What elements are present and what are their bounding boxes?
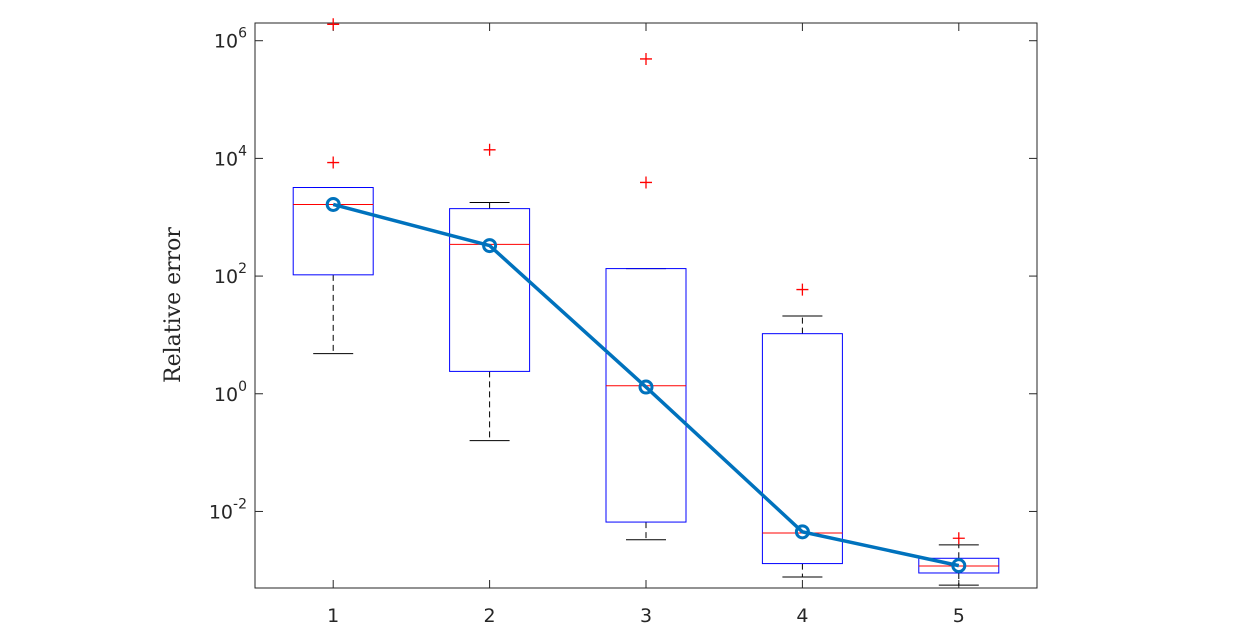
- outlier: [796, 283, 809, 296]
- x-tick-label: 4: [796, 605, 808, 627]
- outlier: [640, 176, 652, 189]
- outlier: [327, 156, 340, 169]
- axes-box: [254, 22, 1038, 589]
- marker: [482, 238, 498, 254]
- marker: [794, 524, 810, 540]
- x-tick-label: 5: [953, 605, 965, 627]
- x-tick-label: 1: [327, 605, 339, 627]
- box: [605, 268, 687, 523]
- outlier: [327, 18, 340, 31]
- marker: [325, 196, 341, 212]
- outlier: [483, 143, 496, 156]
- y-tick-label: 106: [214, 26, 247, 53]
- marker: [638, 379, 654, 395]
- box: [761, 333, 843, 565]
- x-tick-label: 2: [484, 605, 496, 627]
- outlier: [952, 532, 965, 545]
- y-tick-label: 104: [214, 143, 247, 170]
- marker: [951, 558, 967, 574]
- y-tick-label: 102: [214, 261, 247, 288]
- y-axis-label: Relative error: [161, 227, 186, 383]
- outlier: [640, 52, 652, 65]
- line: [332, 202, 960, 568]
- box: [292, 187, 374, 276]
- x-tick-label: 3: [640, 605, 652, 627]
- y-tick-label: 10-2: [209, 496, 247, 523]
- box: [449, 208, 531, 372]
- y-tick-label: 100: [214, 379, 247, 406]
